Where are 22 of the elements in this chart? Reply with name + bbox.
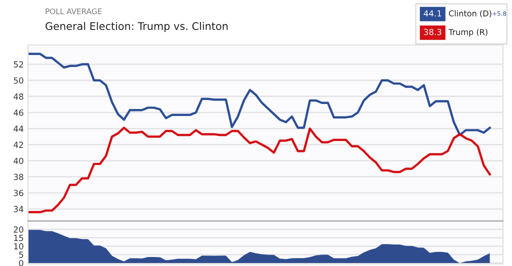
line-series xyxy=(28,126,491,214)
y-tick-label: 46 xyxy=(14,109,24,116)
y-tick-label: 34 xyxy=(14,206,24,212)
y-tick-label: 0 xyxy=(19,260,24,266)
legend-label: Clinton (D) xyxy=(448,10,492,18)
y-tick-label: 38 xyxy=(14,174,24,180)
y-tick-label: 15 xyxy=(14,234,24,242)
y-tick-label: 36 xyxy=(14,190,24,196)
legend-label: Trump (R) xyxy=(448,28,488,37)
y-tick-label: 5 xyxy=(19,252,24,258)
text: 44.1 xyxy=(424,10,442,16)
y-tick-label: 20 xyxy=(14,226,24,233)
y-tick-label: 50 xyxy=(14,77,24,84)
y-tick-label: 10 xyxy=(14,243,24,250)
y-tick-label: 52 xyxy=(14,61,23,68)
y-tick-label: 40 xyxy=(14,158,24,164)
chart-title: General Election: Trump vs. Clinton xyxy=(46,22,228,32)
y-tick-label: 42 xyxy=(14,142,23,148)
text: 38.3 xyxy=(424,28,442,36)
y-tick-label: 48 xyxy=(14,93,24,100)
y-tick-label: 44 xyxy=(14,126,24,132)
line-series xyxy=(28,52,491,136)
